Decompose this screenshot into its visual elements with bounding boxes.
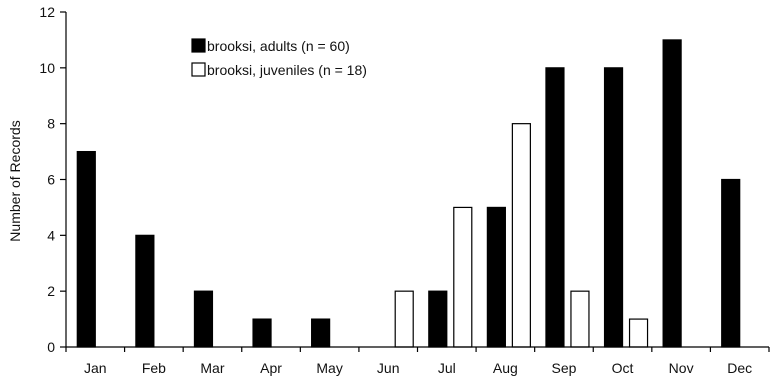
- y-tick-label: 12: [39, 4, 55, 20]
- y-tick-label: 8: [47, 116, 55, 132]
- bar-juveniles: [453, 206, 473, 348]
- bar-juveniles: [570, 290, 590, 348]
- bar-juveniles: [394, 290, 414, 348]
- y-tick-label: 2: [47, 283, 55, 299]
- bar-adults: [135, 234, 155, 348]
- x-tick-label: Dec: [727, 360, 752, 376]
- x-tick-label: Apr: [260, 360, 282, 376]
- bar-adults: [76, 150, 96, 348]
- x-tick-label: Feb: [142, 360, 166, 376]
- x-tick-label: Jan: [84, 360, 107, 376]
- y-axis-ticks: 0 2 4 6 8 10 12: [39, 4, 66, 355]
- x-tick-label: Jun: [377, 360, 400, 376]
- legend-swatch-adults: [191, 38, 206, 53]
- y-tick-label: 0: [47, 339, 55, 355]
- bar-juveniles: [511, 123, 531, 348]
- legend-label-adults: brooksi, adults (n = 60): [207, 38, 350, 54]
- bar-adults: [545, 67, 565, 348]
- x-tick-label: Oct: [612, 360, 634, 376]
- bar-adults: [662, 39, 682, 348]
- y-tick-label: 10: [39, 60, 55, 76]
- bar-adults: [603, 67, 624, 348]
- legend-swatch-juveniles: [191, 62, 206, 77]
- x-tick-label: Nov: [669, 360, 694, 376]
- bars: [76, 39, 741, 348]
- bar-adults: [252, 318, 272, 348]
- x-tick-label: Sep: [551, 360, 576, 376]
- legend: brooksi, adults (n = 60) brooksi, juvenil…: [191, 38, 367, 78]
- bar-juveniles: [628, 318, 649, 348]
- x-tick-label: Jul: [438, 360, 456, 376]
- x-tick-label: Aug: [493, 360, 518, 376]
- bar-adults: [428, 290, 448, 348]
- y-tick-label: 6: [47, 172, 55, 188]
- x-tick-label: May: [316, 360, 342, 376]
- bar-adults: [311, 318, 331, 348]
- bar-adults: [193, 290, 214, 348]
- bar-adults: [721, 178, 741, 348]
- x-tick-label: Mar: [200, 360, 224, 376]
- y-axis-title: Number of Records: [7, 120, 23, 241]
- legend-label-juveniles: brooksi, juveniles (n = 18): [207, 62, 367, 78]
- x-axis-ticks: Jan Feb Mar Apr May Jun Jul Aug Sep Oct Nov Dec: [65, 347, 770, 376]
- y-tick-label: 4: [47, 227, 55, 243]
- bar-adults: [486, 206, 506, 348]
